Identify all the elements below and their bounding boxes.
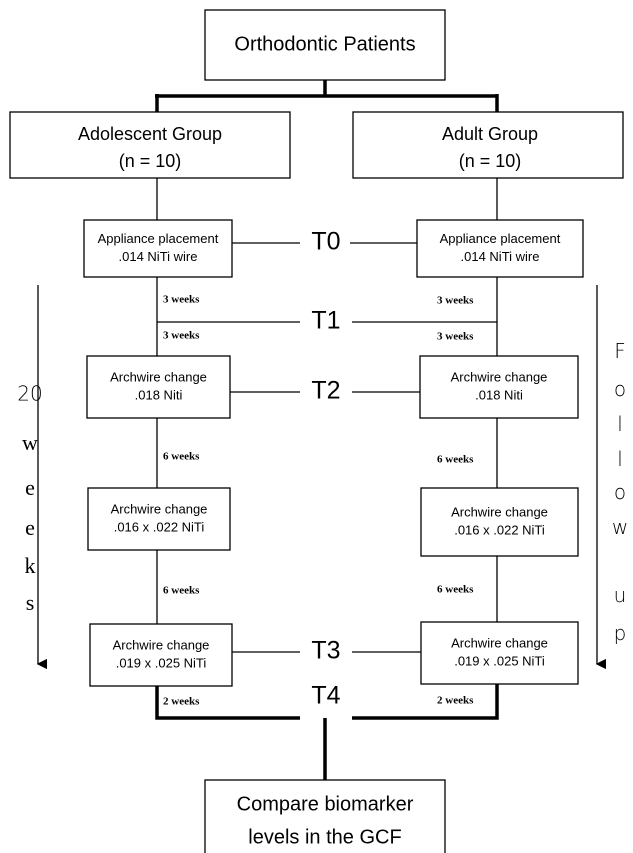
interval-label: 6 weeks [163,585,200,597]
step-line: Archwire change [451,635,548,650]
step-line: .014 NiTi wire [461,249,540,264]
step-box [83,219,233,278]
step-line: .014 NiTi wire [119,249,198,264]
steps: Appliance placement .014 NiTi wire Archwir… [83,219,584,687]
timepoint: T3 [311,637,340,665]
step-line: Archwire change [111,501,208,516]
interval-label: 2 weeks [437,695,474,707]
interval-label: 3 weeks [437,295,474,307]
step-line: .016 x .022 NiTi [114,519,205,534]
root-label: Orthodontic Patients [234,33,415,55]
step-box [420,487,579,557]
timepoint: T0 [311,228,340,256]
interval-label: 6 weeks [437,584,474,596]
step-box [419,355,579,419]
group-n: (n = 10) [459,151,522,171]
step-line: .016 x .022 NiTi [454,522,545,537]
timepoint: T1 [311,307,340,335]
outcome-line: levels in the GCF [248,826,401,848]
outcome-box [204,779,446,853]
step-line: .019 x .025 NiTi [116,655,207,670]
interval-label: 3 weeks [163,294,200,306]
step-line: Archwire change [110,369,207,384]
interval-label: 6 weeks [163,451,200,463]
step-box [89,623,233,687]
step-box [420,621,579,685]
interval-label: 2 weeks [163,696,200,708]
step-box [86,355,231,419]
interval-label: 3 weeks [163,330,200,342]
outcome-line: Compare biomarker [237,793,414,815]
step-line: Archwire change [451,504,548,519]
step-line: .019 x .025 NiTi [454,653,545,668]
interval-label: 3 weeks [437,331,474,343]
group-name: Adult Group [442,124,538,144]
group-n: (n = 10) [119,151,182,171]
step-line: Archwire change [451,369,548,384]
group-name: Adolescent Group [78,124,222,144]
connectors [36,80,607,780]
root-box [204,9,446,81]
group-box [9,111,291,179]
interval-label: 6 weeks [437,454,474,466]
labels: T0 T1 T2 T3 T4 3 weeks 3 weeks 6 weeks 6 weeks 2 … [17,228,628,710]
step-line: .018 Niti [135,387,183,402]
timepoint: T2 [311,377,340,405]
group-box [352,111,624,179]
step-line: .018 Niti [475,387,523,402]
step-line: Archwire change [113,637,210,652]
step-line: Appliance placement [98,231,219,246]
step-box [87,487,231,551]
step-box [416,219,584,278]
step-line: Appliance placement [440,231,561,246]
side-label: 20 [17,382,42,406]
timepoint: T4 [311,682,340,710]
